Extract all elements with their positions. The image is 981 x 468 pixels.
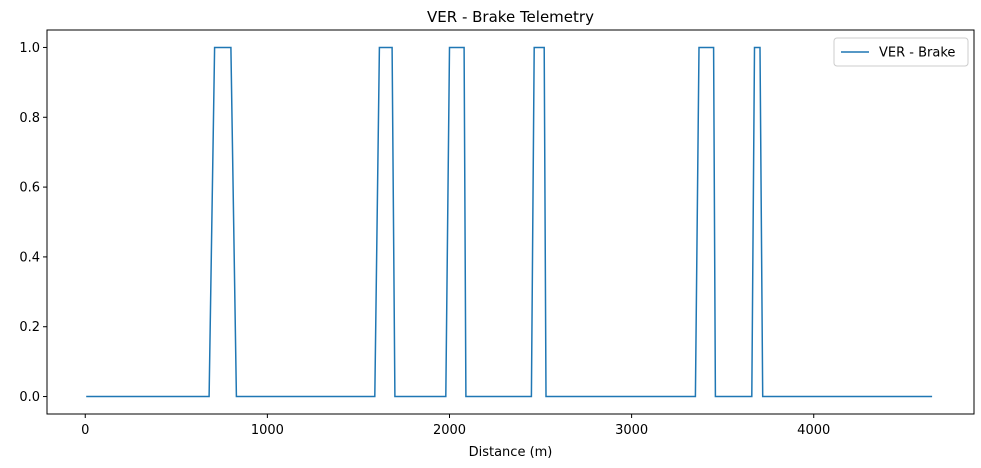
- plot-area: [86, 46, 933, 398]
- x-tick-label: 4000: [797, 423, 830, 438]
- y-tick-label: 0.0: [19, 390, 40, 405]
- x-tick-label: 2000: [433, 423, 466, 438]
- legend-box: [833, 37, 969, 67]
- x-axis-label: Distance (m): [469, 445, 553, 460]
- y-tick-label: 0.6: [19, 181, 40, 196]
- y-tick-label: 0.2: [19, 320, 40, 335]
- x-tick-label: 0: [81, 423, 89, 438]
- y-tick-label: 0.4: [19, 250, 40, 265]
- y-tick-label: 1.0: [19, 41, 40, 56]
- y-tick-label: 0.8: [19, 111, 40, 126]
- x-tick-label: 1000: [251, 423, 284, 438]
- y-axis: 0.0 0.2 0.4 0.6 0.8 1.0: [19, 41, 47, 405]
- legend-entry-label: VER - Brake: [879, 46, 955, 61]
- plot-frame: [46, 29, 975, 415]
- x-axis: 0 1000 2000 3000 4000: [81, 414, 830, 438]
- x-tick-label: 3000: [615, 423, 648, 438]
- legend: VER - Brake: [833, 37, 969, 67]
- chart-title: VER - Brake Telemetry: [427, 8, 594, 26]
- series-line-ver-brake: [86, 46, 933, 398]
